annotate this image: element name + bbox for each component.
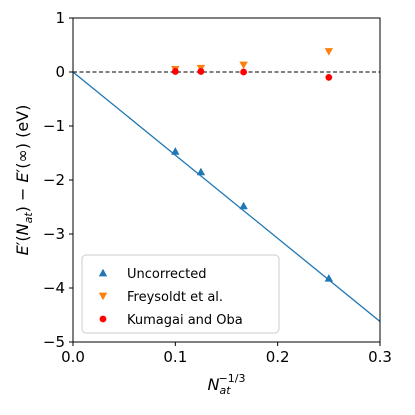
y-tick-label: −1 (43, 117, 65, 135)
uncorrected-point (171, 147, 180, 155)
kumagai-oba-point (325, 74, 333, 81)
y-tick-label: 0 (55, 63, 65, 81)
x-axis-label: Nat−1/3 (208, 372, 246, 397)
x-tick-label: 0.3 (368, 348, 392, 366)
x-tick-label: 0.2 (266, 348, 290, 366)
kumagai-oba-point (240, 68, 247, 76)
legend-box (81, 254, 280, 334)
y-tick-label: −4 (43, 279, 65, 297)
uncorrected-point (239, 201, 248, 210)
legend-label: Uncorrected (127, 267, 207, 282)
freysoldt-point (324, 48, 334, 56)
x-tick-label: 0.0 (61, 348, 85, 366)
x-tick-label: 0.1 (163, 348, 187, 366)
legend-label: Kumagai and Oba (127, 313, 243, 328)
uncorrected-point (196, 167, 206, 176)
y-tick-label: −5 (43, 333, 65, 351)
freysoldt-point (239, 61, 248, 70)
y-tick-label: 1 (55, 9, 65, 27)
y-tick-label: −2 (43, 171, 65, 189)
kumagai-oba-point (171, 68, 179, 75)
y-axis-label: E′(Nat) − E′(∞) (eV) (13, 105, 35, 256)
uncorrected-point (324, 274, 334, 282)
y-tick-label: −3 (43, 225, 65, 243)
legend-marker (98, 268, 108, 277)
legend-marker (99, 315, 107, 323)
legend-marker (98, 292, 108, 301)
legend-label: Freysoldt et al. (127, 290, 223, 305)
kumagai-oba-point (197, 68, 205, 75)
